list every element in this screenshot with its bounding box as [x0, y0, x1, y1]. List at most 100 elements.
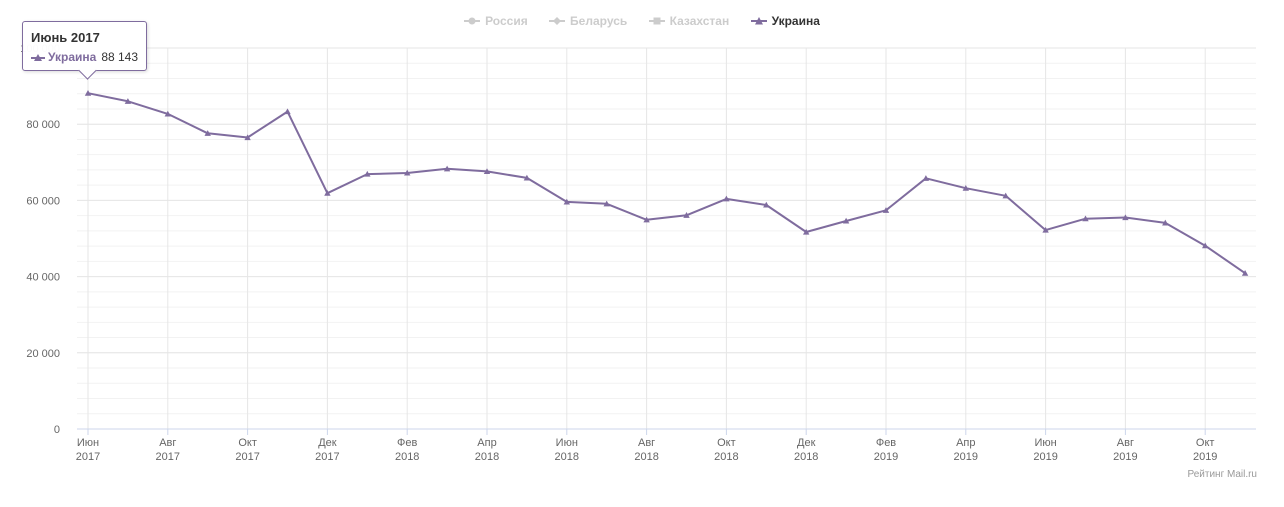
data-point-marker	[563, 198, 570, 205]
x-tick-month: Июн	[556, 437, 578, 449]
legend-label: Россия	[485, 14, 528, 28]
data-point-marker	[204, 130, 211, 136]
x-tick-label: Дек 2017	[315, 437, 339, 463]
data-point-marker	[723, 195, 730, 202]
x-tick-year: 2018	[794, 451, 818, 463]
y-tick-label: 60 000	[26, 195, 60, 207]
tooltip: Июнь 2017 Украина 88 143	[22, 21, 148, 80]
data-point-marker	[922, 175, 930, 181]
legend-item-belarus[interactable]: Беларусь	[549, 14, 627, 28]
x-tick-label: Дек 2018	[794, 437, 818, 463]
legend: Россия Беларусь Казахстан Украина	[0, 14, 1284, 29]
tooltip-title: Июнь 2017	[31, 30, 100, 45]
legend-square-icon	[648, 17, 665, 25]
data-point-marker	[1162, 219, 1169, 226]
vertical-grid	[87, 48, 1206, 429]
data-point-marker	[404, 169, 411, 176]
x-tick-month: Июн	[1034, 437, 1056, 449]
x-tick-year: 2017	[315, 451, 339, 463]
data-point-marker	[962, 185, 969, 191]
x-tick-year: 2019	[1033, 451, 1057, 463]
y-tick-label: 80 000	[26, 119, 60, 131]
x-tick-label: Апр 2019	[954, 437, 978, 463]
x-tick-month: Авг	[638, 437, 655, 449]
data-point-marker	[1042, 226, 1049, 233]
legend-item-kazakhstan[interactable]: Казахстан	[648, 14, 730, 28]
data-point-marker	[1122, 214, 1129, 221]
data-point-marker	[803, 228, 810, 235]
series-line	[87, 92, 1246, 275]
x-tick-label: Авг 2019	[1113, 437, 1137, 463]
x-tick-label: Окт 2017	[235, 437, 259, 463]
tooltip-value: 88 143	[101, 50, 139, 64]
x-tick-year: 2018	[714, 451, 738, 463]
data-point-marker	[683, 212, 690, 218]
tooltip-row: Украина 88 143	[31, 50, 138, 64]
y-tick-label: 40 000	[26, 272, 60, 284]
legend-label: Беларусь	[570, 14, 628, 28]
x-tick-year: 2018	[634, 451, 658, 463]
data-point-marker	[1202, 242, 1209, 249]
x-tick-month: Авг	[159, 437, 176, 449]
legend-circle-icon	[464, 17, 481, 25]
x-tick-month: Фев	[397, 437, 417, 449]
legend-diamond-icon	[549, 17, 566, 25]
x-tick-month: Окт	[238, 437, 257, 449]
legend-triangle-icon	[750, 17, 767, 25]
x-tick-label: Окт 2019	[1193, 437, 1217, 463]
data-point-marker	[523, 174, 531, 181]
x-tick-month: Июн	[77, 437, 99, 449]
x-tick-label: Июн 2019	[1033, 437, 1057, 463]
x-tick-year: 2017	[156, 451, 180, 463]
legend-label: Украина	[771, 14, 820, 28]
x-tick-year: 2018	[475, 451, 499, 463]
x-tick-label: Фев 2019	[874, 437, 898, 463]
data-point-marker	[164, 110, 171, 117]
data-point-marker	[244, 134, 251, 141]
data-point-marker	[842, 217, 850, 224]
data-point-marker	[882, 207, 890, 213]
x-tick-month: Апр	[956, 437, 975, 449]
legend-item-ukraine[interactable]: Украина	[750, 14, 820, 28]
x-tick-label: Июн 2018	[555, 437, 579, 463]
legend-label: Казахстан	[669, 14, 730, 28]
x-tick-year: 2017	[235, 451, 259, 463]
credits-link[interactable]: Рейтинг Mail.ru	[1187, 469, 1258, 480]
tooltip-triangle-icon	[31, 54, 45, 61]
x-tick-month: Дек	[797, 437, 816, 449]
y-tick-label: 20 000	[26, 348, 60, 360]
data-point-marker	[763, 201, 770, 208]
x-tick-label: Окт 2018	[714, 437, 738, 463]
x-axis-labels: Июн 2017 Авг 2017 Окт 2017 Дек 2017 Фев 2018 Апр 20…	[76, 429, 1217, 463]
tooltip-series-name: Украина	[48, 50, 97, 64]
data-point-marker	[324, 189, 331, 196]
x-tick-label: Июн 2017	[76, 437, 100, 463]
minor-grid	[77, 47, 1256, 430]
x-tick-label: Авг 2018	[634, 437, 658, 463]
x-tick-month: Дек	[318, 437, 337, 449]
data-point-marker	[603, 200, 610, 207]
legend-item-russia[interactable]: Россия	[464, 14, 528, 28]
data-point-marker	[364, 170, 371, 177]
data-point-marker	[483, 168, 491, 175]
x-tick-year: 2019	[954, 451, 978, 463]
data-point-marker	[643, 216, 650, 223]
x-tick-month: Окт	[717, 437, 736, 449]
x-tick-year: 2019	[1113, 451, 1137, 463]
series-ukraine[interactable]	[84, 89, 1249, 276]
x-tick-month: Фев	[876, 437, 896, 449]
data-point-marker	[284, 108, 291, 115]
x-tick-year: 2019	[874, 451, 898, 463]
x-tick-label: Апр 2018	[475, 437, 499, 463]
x-tick-year: 2018	[395, 451, 419, 463]
data-point-marker	[1241, 269, 1249, 276]
y-tick-label: 0	[54, 424, 60, 436]
data-point-marker	[124, 98, 132, 104]
x-tick-year: 2017	[76, 451, 100, 463]
data-point-marker	[443, 165, 451, 172]
data-point-marker	[84, 89, 92, 96]
x-tick-month: Апр	[477, 437, 496, 449]
x-tick-year: 2018	[555, 451, 579, 463]
